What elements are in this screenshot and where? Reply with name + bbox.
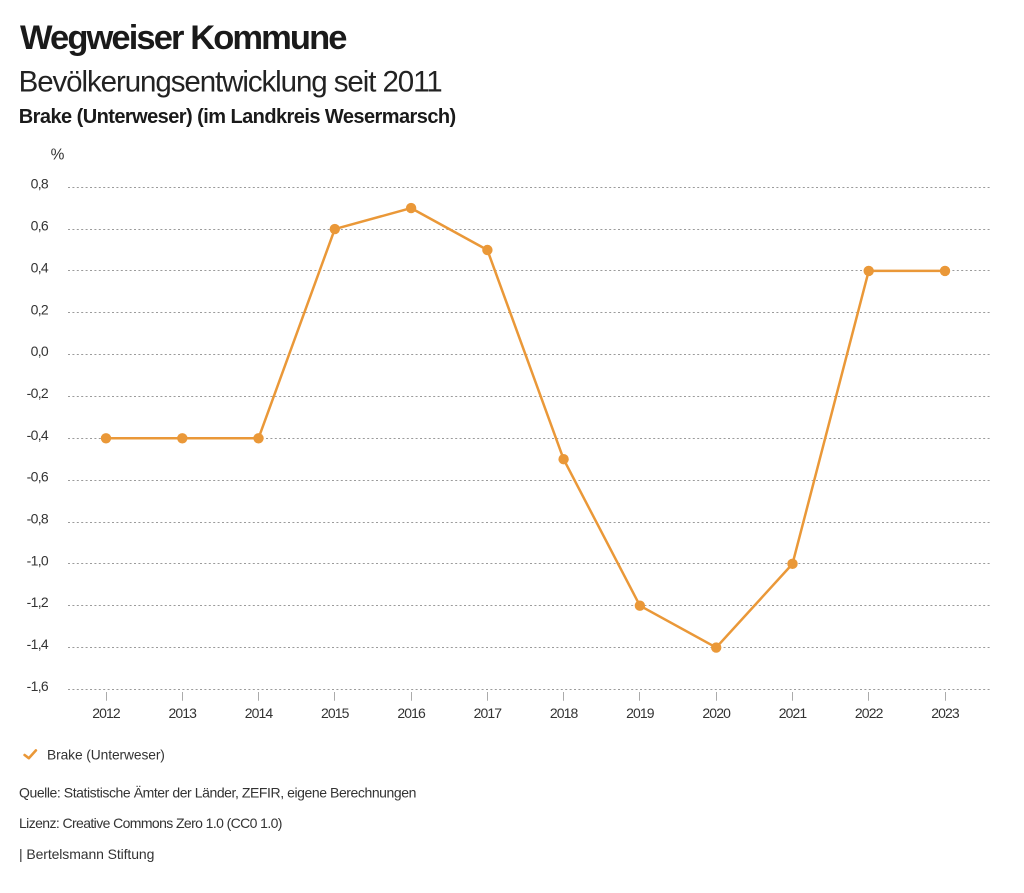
svg-text:2021: 2021 [779,705,808,721]
svg-text:-1,4: -1,4 [27,636,49,652]
svg-text:Lizenz: Creative Commons Zero: Lizenz: Creative Commons Zero 1.0 (CC0 1… [19,815,282,831]
svg-text:0,8: 0,8 [31,176,49,192]
svg-text:2013: 2013 [169,705,198,721]
svg-text:-0,4: -0,4 [27,427,49,443]
svg-text:Bevölkerungsentwicklung seit 2: Bevölkerungsentwicklung seit 2011 [19,65,442,98]
svg-text:-0,8: -0,8 [27,511,49,527]
svg-text:Brake (Unterweser): Brake (Unterweser) [47,747,165,762]
svg-text:0,6: 0,6 [31,218,49,234]
svg-text:2023: 2023 [931,705,960,721]
svg-text:2012: 2012 [92,705,121,721]
svg-text:| Bertelsmann Stiftung: | Bertelsmann Stiftung [19,846,154,862]
svg-text:2017: 2017 [474,705,503,721]
svg-text:-1,2: -1,2 [27,594,49,610]
svg-text:2014: 2014 [245,705,274,721]
svg-text:-0,6: -0,6 [27,469,49,485]
svg-text:0,4: 0,4 [31,259,49,275]
svg-text:-1,6: -1,6 [27,678,49,694]
svg-text:-0,2: -0,2 [27,385,49,401]
svg-text:Brake (Unterweser) (im Landkre: Brake (Unterweser) (im Landkreis Weserma… [19,106,456,128]
svg-text:2022: 2022 [855,705,884,721]
svg-text:2015: 2015 [321,705,350,721]
svg-text:2020: 2020 [702,705,731,721]
svg-text:2016: 2016 [397,705,426,721]
svg-text:Wegweiser Kommune: Wegweiser Kommune [20,19,347,57]
svg-text:Quelle: Statistische Ämter der: Quelle: Statistische Ämter der Länder, Z… [19,784,416,800]
svg-text:2019: 2019 [626,705,655,721]
svg-text:0,2: 0,2 [31,301,49,317]
svg-text:2018: 2018 [550,705,579,721]
svg-text:%: % [51,147,65,164]
svg-text:0,0: 0,0 [31,343,49,359]
svg-text:-1,0: -1,0 [27,552,49,568]
